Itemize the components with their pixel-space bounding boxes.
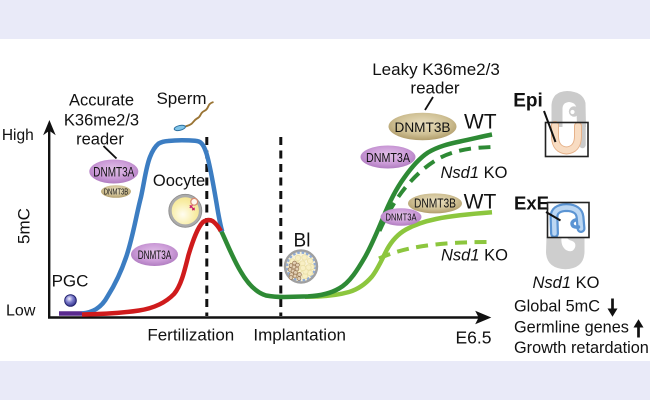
svg-text:DNMT3A: DNMT3A — [386, 212, 417, 224]
svg-text:Leaky K36me2/3: Leaky K36me2/3 — [372, 60, 500, 79]
svg-text:Nsd1 KO: Nsd1 KO — [441, 247, 508, 265]
svg-text:Nsd1 KO: Nsd1 KO — [441, 164, 508, 182]
svg-text:Bl: Bl — [294, 231, 311, 252]
svg-text:reader: reader — [76, 131, 124, 149]
svg-text:Implantation: Implantation — [253, 326, 346, 345]
svg-text:ExE: ExE — [514, 193, 549, 214]
svg-text:Fertilization: Fertilization — [147, 326, 234, 345]
svg-text:Nsd1 KO: Nsd1 KO — [533, 274, 600, 292]
svg-text:K36me2/3: K36me2/3 — [64, 112, 139, 130]
svg-text:WT: WT — [464, 111, 497, 134]
svg-text:DNMT3B: DNMT3B — [414, 196, 456, 211]
svg-text:Global 5mC: Global 5mC — [514, 298, 600, 316]
svg-text:DNMT3A: DNMT3A — [93, 164, 134, 179]
svg-text:DNMT3A: DNMT3A — [138, 250, 172, 262]
svg-text:Growth retardation: Growth retardation — [514, 339, 649, 357]
svg-text:Epi: Epi — [513, 91, 543, 112]
svg-text:5mC: 5mC — [15, 208, 34, 244]
svg-text:Low: Low — [6, 303, 36, 320]
svg-text:Oocyte: Oocyte — [153, 172, 205, 190]
svg-text:PGC: PGC — [52, 272, 89, 291]
svg-text:High: High — [2, 127, 34, 144]
svg-text:Accurate: Accurate — [69, 92, 134, 110]
svg-text:DNMT3B: DNMT3B — [395, 119, 451, 135]
svg-text:reader: reader — [410, 79, 459, 98]
svg-text:E6.5: E6.5 — [456, 328, 492, 348]
svg-text:DNMT3B: DNMT3B — [104, 187, 129, 196]
svg-text:Sperm: Sperm — [156, 89, 206, 108]
svg-text:DNMT3A: DNMT3A — [366, 150, 410, 165]
svg-text:WT: WT — [464, 191, 497, 214]
svg-text:Germline genes: Germline genes — [514, 319, 629, 337]
